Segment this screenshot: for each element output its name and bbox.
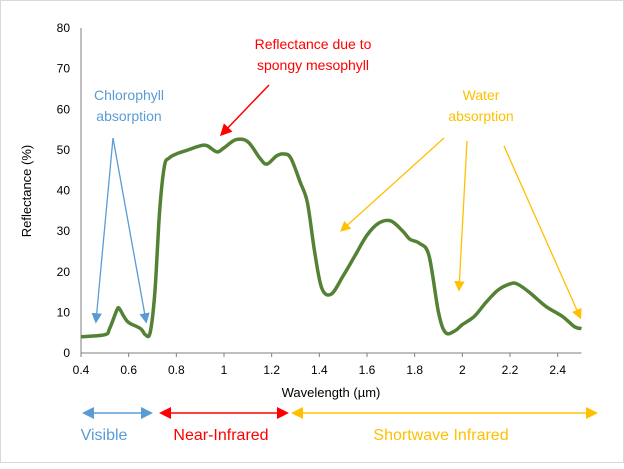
x-tick-label: 2.2 xyxy=(502,363,519,377)
mesophyll-label-1: Reflectance due to xyxy=(255,36,372,52)
nir-label: Near-Infrared xyxy=(173,427,268,444)
reflectance-line xyxy=(80,137,582,339)
visible-label: Visible xyxy=(81,427,128,444)
mesophyll-label-2: spongy mesophyll xyxy=(257,57,369,73)
x-tick-label: 1.4 xyxy=(311,363,328,377)
water-label-2: absorption xyxy=(448,108,513,124)
chlorophyll-label-2: absorption xyxy=(96,108,161,124)
x-tick-label: 0.4 xyxy=(73,363,90,377)
y-tick-label: 40 xyxy=(57,184,71,198)
x-tick-label: 1.6 xyxy=(359,363,376,377)
chlorophyll-arrow-blue xyxy=(91,137,114,324)
x-tick-label: 2.4 xyxy=(549,363,566,377)
x-tick-label: 2 xyxy=(459,363,466,377)
y-tick-label: 50 xyxy=(57,143,71,157)
water-arrow-3 xyxy=(503,145,582,320)
x-tick-label: 1.2 xyxy=(263,363,280,377)
x-tick-label: 0.8 xyxy=(168,363,185,377)
y-tick-label: 30 xyxy=(57,224,71,238)
swir-label: Shortwave Infrared xyxy=(373,427,508,444)
y-tick-label: 80 xyxy=(57,21,71,35)
mesophyll-arrow xyxy=(219,84,270,137)
x-tick-label: 0.6 xyxy=(120,363,137,377)
x-tick-label: 1 xyxy=(221,363,228,377)
water-arrow-2 xyxy=(454,140,468,292)
y-tick-label: 10 xyxy=(57,305,71,319)
water-arrow-1 xyxy=(340,137,445,232)
y-tick-label: 0 xyxy=(63,346,70,360)
y-axis-label: Reflectance (%) xyxy=(19,145,34,237)
water-label-1: Water xyxy=(463,87,500,103)
y-tick-label: 60 xyxy=(57,102,71,116)
chlorophyll-label-1: Chlorophyll xyxy=(94,87,164,103)
x-tick-label: 1.8 xyxy=(406,363,423,377)
chlorophyll-arrow-red xyxy=(112,137,150,324)
y-tick-label: 70 xyxy=(57,62,71,76)
x-axis-label: Wavelength (µm) xyxy=(282,385,381,400)
y-tick-label: 20 xyxy=(57,265,71,279)
